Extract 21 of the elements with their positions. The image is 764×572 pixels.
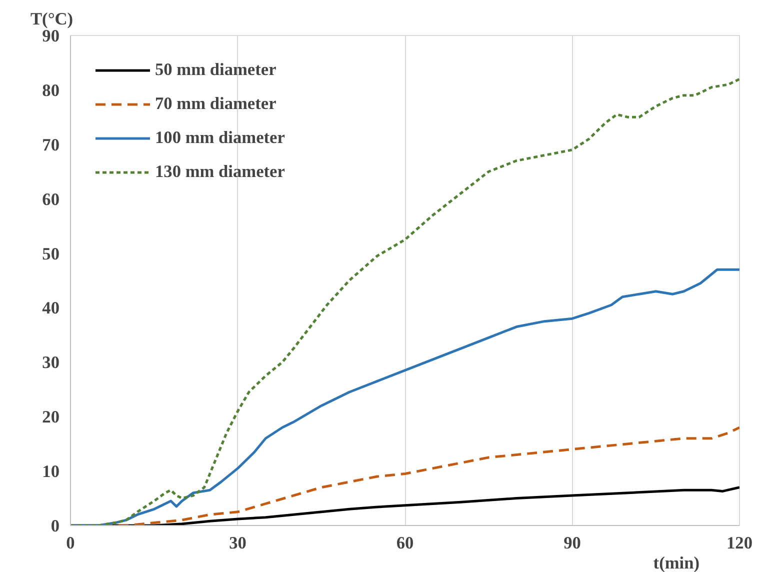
x-tick-label: 60 <box>396 534 414 552</box>
legend-label: 50 mm diameter <box>155 60 276 80</box>
y-tick-label: 80 <box>42 80 60 100</box>
legend-label: 70 mm diameter <box>155 94 276 114</box>
x-tick-label: 30 <box>229 534 246 552</box>
legend-label: 100 mm diameter <box>155 128 285 148</box>
y-tick-label: 20 <box>42 408 60 427</box>
y-tick-label: 90 <box>42 26 60 46</box>
x-tick-label: 120 <box>726 534 753 552</box>
y-tick-label: 50 <box>42 244 60 264</box>
y-tick-label: 60 <box>42 190 60 209</box>
x-tick-label: 0 <box>66 534 75 552</box>
y-axis-title: T(°C) <box>30 10 74 28</box>
x-axis-title: t(min) <box>653 554 700 572</box>
y-tick-label: 40 <box>42 298 60 318</box>
legend-label: 130 mm diameter <box>155 162 285 182</box>
y-tick-label: 70 <box>42 135 60 154</box>
x-tick-label: 90 <box>564 534 581 552</box>
y-tick-label: 0 <box>50 516 60 536</box>
y-tick-label: 10 <box>42 462 60 482</box>
y-tick-label: 30 <box>42 353 60 372</box>
